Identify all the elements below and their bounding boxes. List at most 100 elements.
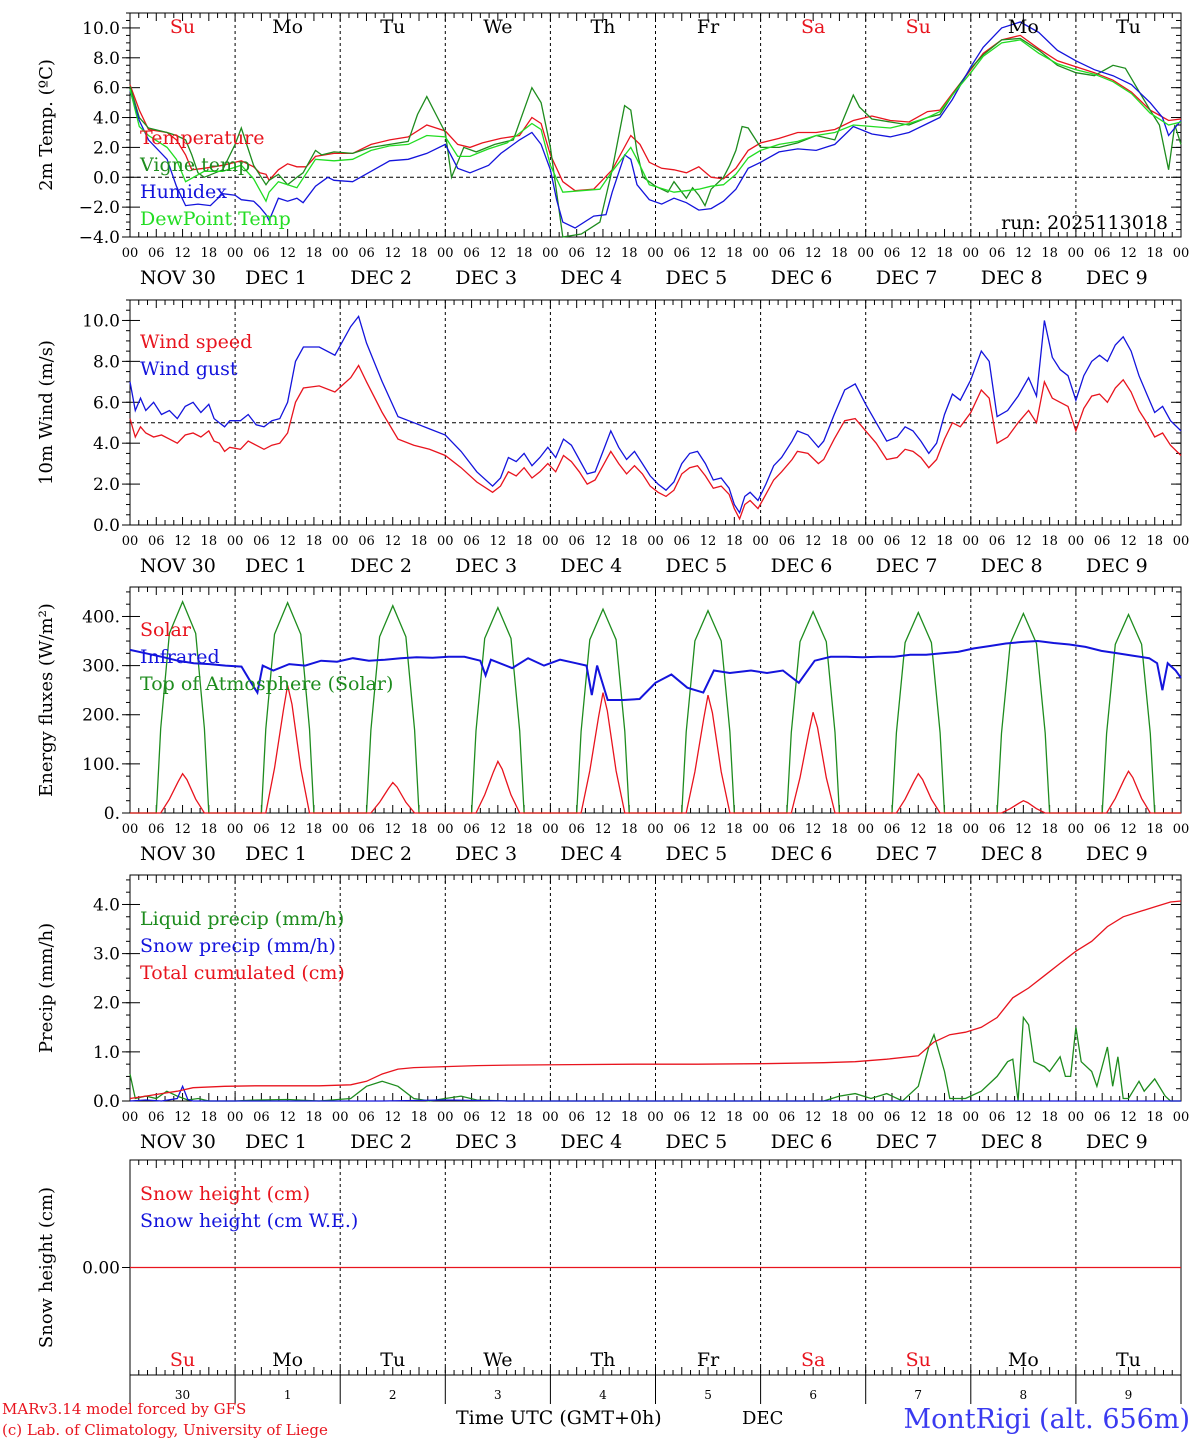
hour-tick-label: 06	[989, 822, 1006, 837]
hour-tick-label: 12	[490, 534, 507, 549]
legend-entry: Snow height (cm)	[140, 1183, 310, 1205]
y-tick-label: 400.	[82, 607, 120, 627]
hour-tick-label: 00	[227, 534, 244, 549]
hour-tick-label: 06	[884, 534, 901, 549]
hour-tick-label: 00	[1068, 1110, 1085, 1125]
hour-tick-label: 06	[1094, 1110, 1111, 1125]
hour-tick-label: 18	[516, 822, 533, 837]
day-name-bottom: Tu	[380, 1349, 405, 1371]
hour-tick-label: 18	[516, 246, 533, 261]
y-tick-label: 10.0	[82, 311, 120, 331]
y-tick-label: 2.0	[93, 994, 120, 1014]
date-label: DEC 8	[981, 267, 1043, 289]
hour-tick-label: 06	[674, 534, 691, 549]
hour-tick-label: 18	[1041, 822, 1058, 837]
hour-tick-label: 18	[306, 822, 323, 837]
y-axis-label: Precip (mm/h)	[36, 923, 57, 1053]
hour-tick-label: 06	[1094, 822, 1111, 837]
y-tick-label: 6.0	[93, 79, 120, 99]
hour-tick-label: 18	[411, 246, 428, 261]
footer-model: MARv3.14 model forced by GFS	[2, 1400, 246, 1418]
date-label: DEC 2	[350, 1131, 412, 1153]
hour-tick-label: 00	[332, 534, 349, 549]
hour-tick-label: 00	[542, 246, 559, 261]
hour-tick-label: 06	[779, 246, 796, 261]
day-name-bottom: Fr	[697, 1349, 720, 1371]
hour-tick-label: 06	[779, 534, 796, 549]
hour-tick-label: 00	[752, 822, 769, 837]
date-label: DEC 8	[981, 1131, 1043, 1153]
hour-tick-label: 18	[516, 534, 533, 549]
hour-tick-label: 12	[384, 1110, 401, 1125]
hour-tick-label: 06	[568, 822, 585, 837]
legend-entry: Temperature	[140, 127, 264, 149]
hour-tick-label: 06	[1094, 534, 1111, 549]
hour-tick-label: 06	[989, 1110, 1006, 1125]
hour-tick-label: 06	[148, 1110, 165, 1125]
series-wind-speed	[129, 364, 1182, 521]
footer-station: MontRigi (alt. 656m)	[903, 1404, 1190, 1435]
hour-tick-label: 06	[148, 246, 165, 261]
hour-tick-label: 06	[674, 1110, 691, 1125]
panel-energy	[122, 586, 1182, 814]
hour-tick-label: 18	[1146, 246, 1163, 261]
y-tick-label: 0.0	[93, 1092, 120, 1112]
hour-tick-label: 00	[857, 822, 874, 837]
date-label: DEC 4	[560, 843, 622, 865]
date-label: DEC 2	[350, 267, 412, 289]
date-label: DEC 3	[455, 1131, 517, 1153]
legend-entry: Wind gust	[140, 358, 238, 380]
day-name-bottom: Su	[170, 1349, 195, 1371]
hour-tick-label: 00	[963, 1110, 980, 1125]
footer-month: DEC	[742, 1408, 783, 1429]
hour-tick-label: 06	[463, 534, 480, 549]
day-name-bottom: Tu	[1116, 1349, 1141, 1371]
hour-tick-label: 06	[148, 534, 165, 549]
hour-tick-label: 00	[542, 822, 559, 837]
hour-tick-label: 12	[805, 822, 822, 837]
day-name-top: Tu	[1116, 16, 1141, 38]
date-label: DEC 4	[560, 555, 622, 577]
hour-tick-label: 12	[805, 246, 822, 261]
day-name-bottom: Mo	[1008, 1349, 1039, 1371]
hour-tick-label: 18	[621, 1110, 638, 1125]
y-tick-label: 200.	[82, 706, 120, 726]
date-label: DEC 7	[876, 267, 938, 289]
day-name-bottom: Th	[590, 1349, 615, 1371]
hour-tick-label: 18	[201, 1110, 218, 1125]
hour-tick-label: 12	[174, 534, 191, 549]
day-name-top: Mo	[1008, 16, 1039, 38]
hour-tick-label: 00	[122, 822, 139, 837]
hour-tick-label: 06	[463, 1110, 480, 1125]
hour-tick-label: 18	[306, 1110, 323, 1125]
legend-entry: Vigne temp	[139, 154, 250, 176]
hour-tick-label: 18	[1041, 246, 1058, 261]
bottom-day-number: 7	[914, 1388, 922, 1402]
bottom-day-number: 4	[599, 1388, 607, 1402]
y-axis-label: 2m Temp. (ºC)	[36, 59, 57, 191]
hour-tick-label: 00	[963, 534, 980, 549]
hour-tick-label: 06	[674, 822, 691, 837]
hour-tick-label: 12	[1015, 534, 1032, 549]
date-label: DEC 1	[245, 555, 307, 577]
date-label: DEC 5	[666, 843, 728, 865]
hour-tick-label: 12	[805, 1110, 822, 1125]
y-tick-label: 4.0	[93, 109, 120, 129]
date-label: DEC 4	[560, 1131, 622, 1153]
hour-tick-label: 12	[700, 822, 717, 837]
hour-tick-label: 06	[358, 1110, 375, 1125]
day-name-top: Th	[590, 16, 615, 38]
hour-tick-label: 00	[122, 534, 139, 549]
date-label: DEC 5	[666, 555, 728, 577]
hour-tick-label: 12	[700, 246, 717, 261]
hour-tick-label: 12	[384, 534, 401, 549]
hour-tick-label: 12	[1015, 822, 1032, 837]
y-tick-label: 0.0	[93, 168, 120, 188]
hour-tick-label: 12	[595, 534, 612, 549]
legend-entry: Humidex	[140, 181, 227, 203]
legend-entry: Total cumulated (cm)	[140, 962, 345, 984]
hour-tick-label: 18	[831, 822, 848, 837]
date-label: NOV 30	[140, 843, 216, 865]
hour-tick-label: 00	[437, 1110, 454, 1125]
